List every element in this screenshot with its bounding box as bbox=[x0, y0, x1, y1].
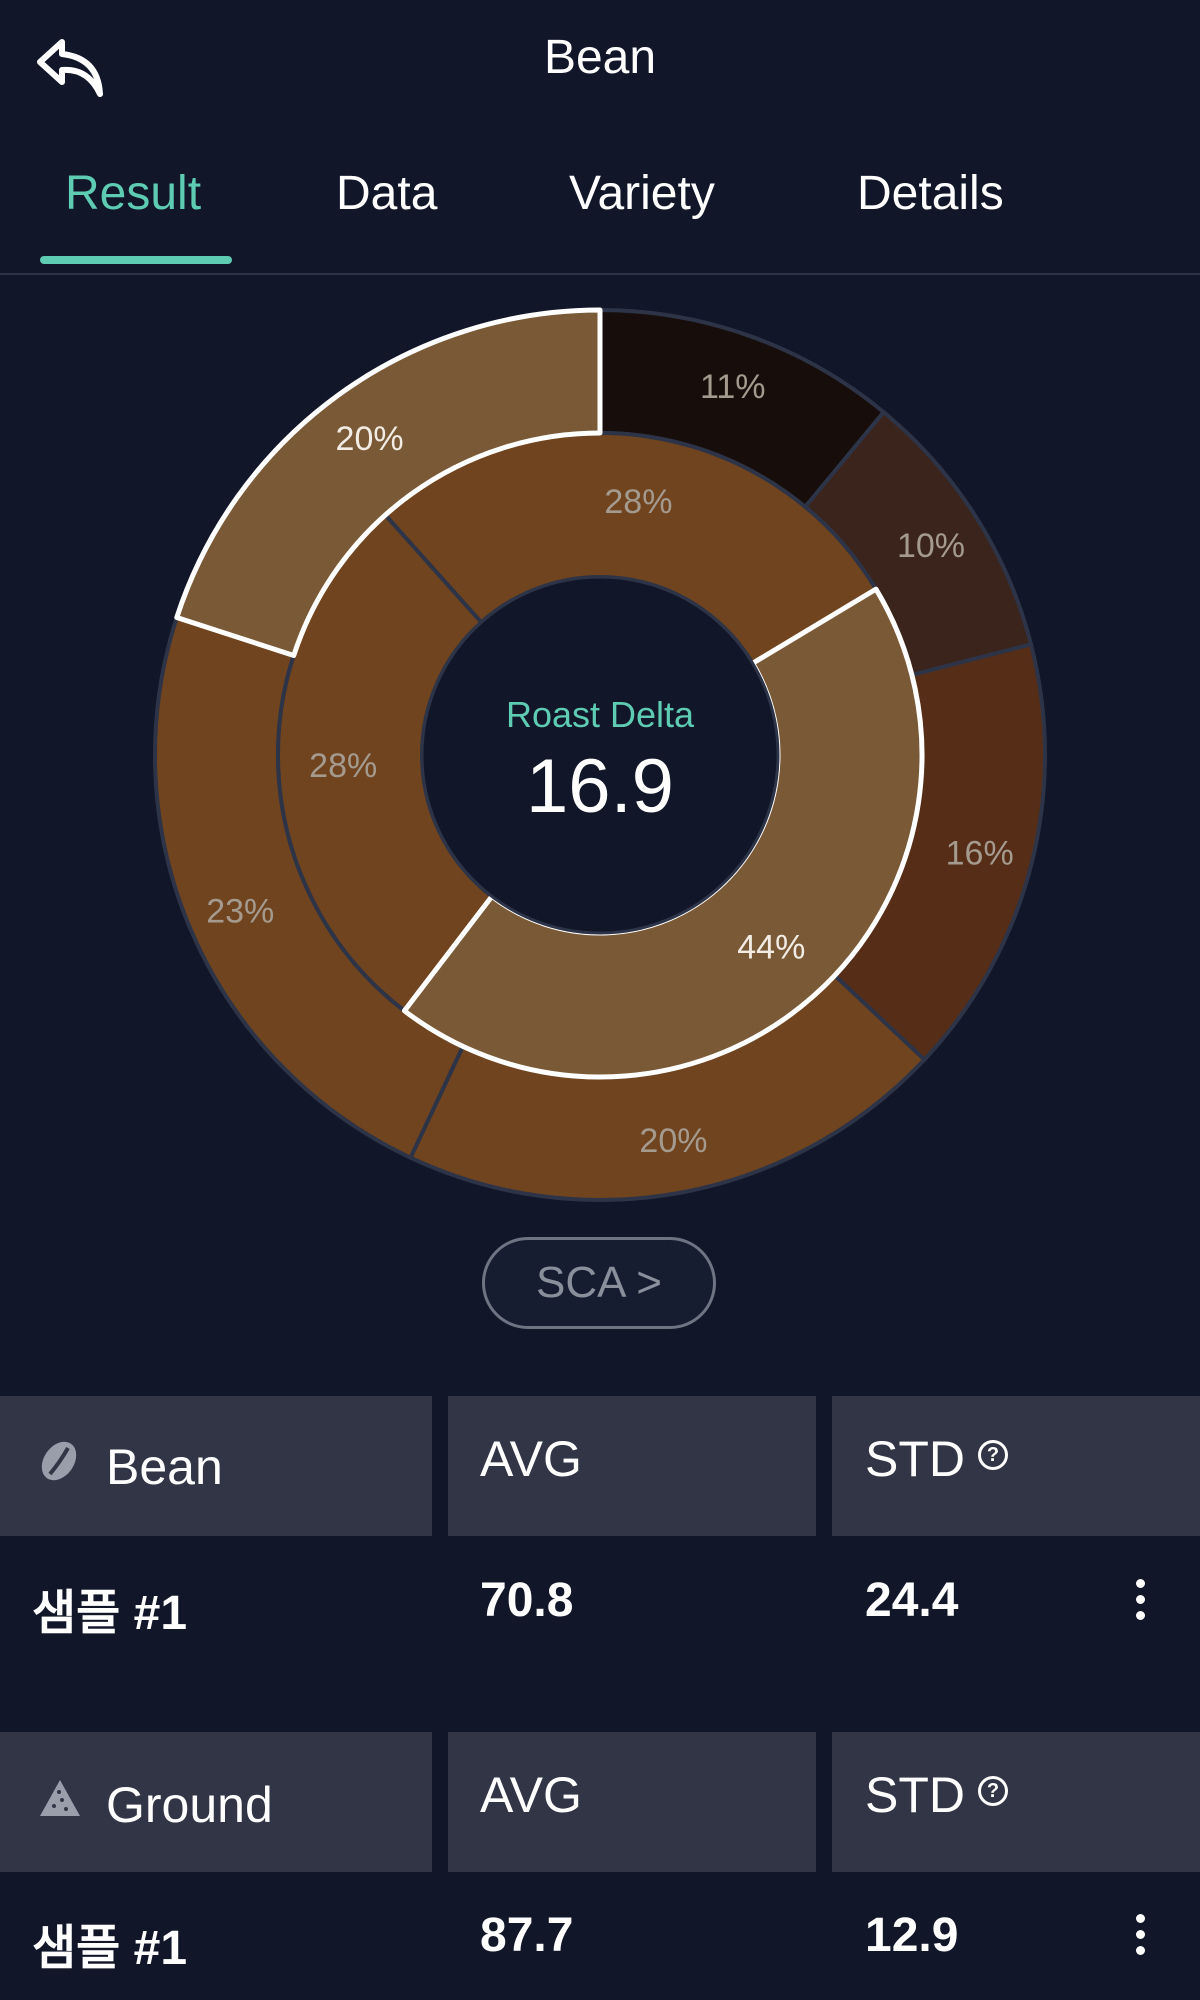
ground-std-header-cell: STD ? bbox=[832, 1732, 1200, 1872]
ground-avg-header: AVG bbox=[480, 1767, 582, 1823]
ground-std-value: 12.9 bbox=[865, 1909, 959, 1962]
help-icon[interactable]: ? bbox=[978, 1776, 1008, 1806]
tab-details[interactable]: Details bbox=[857, 167, 1004, 220]
outer-ring-label: 16% bbox=[946, 834, 1014, 872]
outer-ring-label: 10% bbox=[897, 527, 965, 565]
center-label: Roast Delta bbox=[506, 694, 695, 735]
donut-center-hole bbox=[420, 575, 780, 935]
tab-data[interactable]: Data bbox=[336, 167, 438, 220]
active-tab-indicator bbox=[40, 256, 232, 264]
bean-std-header-cell: STD ? bbox=[832, 1396, 1200, 1536]
ground-std-header: STD bbox=[865, 1767, 965, 1823]
tab-variety[interactable]: Variety bbox=[569, 167, 715, 220]
outer-ring-highlight-outline bbox=[174, 307, 603, 658]
inner-ring-label: 28% bbox=[309, 747, 377, 785]
tab-result[interactable]: Result bbox=[65, 167, 202, 220]
ground-avg-value: 87.7 bbox=[480, 1909, 574, 1962]
bean-title-cell: Bean bbox=[0, 1396, 432, 1536]
outer-ring-label: 20% bbox=[639, 1122, 707, 1160]
bean-table-title: Bean bbox=[106, 1439, 223, 1495]
bean-std-value: 24.4 bbox=[865, 1574, 959, 1627]
inner-ring-label: 28% bbox=[604, 483, 672, 521]
inner-ring-label: 44% bbox=[737, 929, 805, 967]
center-value: 16.9 bbox=[526, 744, 674, 829]
app-header: Bean bbox=[0, 0, 1200, 125]
outer-ring-label: 20% bbox=[336, 420, 404, 458]
ground-table-title: Ground bbox=[106, 1777, 273, 1833]
ground-title-cell: Ground bbox=[0, 1732, 432, 1872]
bean-std-header: STD bbox=[865, 1431, 965, 1487]
donut-svg: 11%10%16%20%23%20%44%28%28% Roast Delta … bbox=[153, 307, 1047, 1202]
more-options-icon[interactable] bbox=[1125, 1575, 1155, 1635]
coffee-bean-icon bbox=[41, 1441, 77, 1481]
page-title: Bean bbox=[543, 31, 657, 84]
ground-coffee-icon bbox=[40, 1780, 80, 1816]
more-options-icon[interactable] bbox=[1125, 1910, 1155, 1970]
roast-donut-chart: 11% 10% 16% 20% 23% 20% 44% 28% 28% Roast Delta … bbox=[0, 290, 1200, 1230]
sca-button[interactable]: SCA > bbox=[482, 1237, 716, 1329]
outer-ring-label: 23% bbox=[206, 893, 274, 931]
outer-ring-label: 11% bbox=[700, 368, 766, 406]
back-icon[interactable] bbox=[32, 28, 112, 108]
bean-avg-header: AVG bbox=[480, 1431, 582, 1487]
bean-sample-name: 샘플 #1 bbox=[32, 1587, 188, 1640]
bean-avg-value: 70.8 bbox=[480, 1574, 574, 1627]
ground-sample-name: 샘플 #1 bbox=[32, 1922, 188, 1975]
bean-avg-header-cell: AVG bbox=[448, 1396, 816, 1536]
help-icon[interactable]: ? bbox=[978, 1440, 1008, 1470]
ground-avg-header-cell: AVG bbox=[448, 1732, 816, 1872]
tab-bar: Result Data Variety Details bbox=[0, 150, 1200, 275]
